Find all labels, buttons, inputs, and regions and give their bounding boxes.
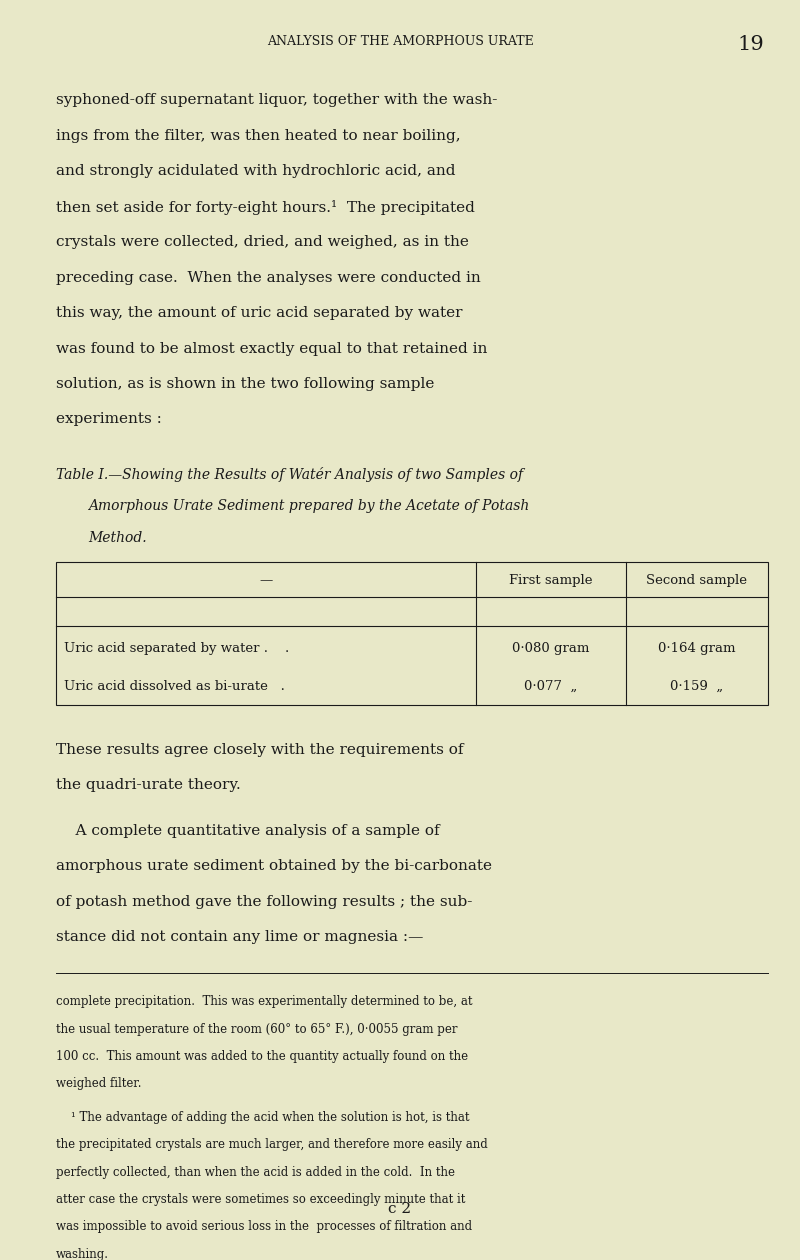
Text: Uric acid separated by water .    .: Uric acid separated by water . . <box>64 641 290 655</box>
Text: was impossible to avoid serious loss in the  processes of filtration and: was impossible to avoid serious loss in … <box>56 1221 472 1234</box>
Text: crystals were collected, dried, and weighed, as in the: crystals were collected, dried, and weig… <box>56 236 469 249</box>
Text: stance did not contain any lime or magnesia :—: stance did not contain any lime or magne… <box>56 930 423 944</box>
Text: washing.: washing. <box>56 1247 109 1260</box>
Text: the usual temperature of the room (60° to 65° F.), 0·0055 gram per: the usual temperature of the room (60° t… <box>56 1023 458 1036</box>
Text: Method.: Method. <box>88 532 146 546</box>
Text: 0·080 gram: 0·080 gram <box>512 641 590 655</box>
Text: was found to be almost exactly equal to that retained in: was found to be almost exactly equal to … <box>56 341 487 355</box>
Text: Uric acid dissolved as bi-urate   .: Uric acid dissolved as bi-urate . <box>64 680 285 693</box>
Text: amorphous urate sediment obtained by the bi-carbonate: amorphous urate sediment obtained by the… <box>56 859 492 873</box>
Text: ¹ The advantage of adding the acid when the solution is hot, is that: ¹ The advantage of adding the acid when … <box>56 1111 470 1124</box>
Text: the precipitated crystals are much larger, and therefore more easily and: the precipitated crystals are much large… <box>56 1138 488 1152</box>
Text: 0·159  „: 0·159 „ <box>670 680 723 693</box>
Text: First sample: First sample <box>509 575 593 587</box>
Text: of potash method gave the following results ; the sub-: of potash method gave the following resu… <box>56 895 472 908</box>
Text: Amorphous Urate Sediment prepared by the Acetate of Potash: Amorphous Urate Sediment prepared by the… <box>88 499 530 513</box>
Bar <box>56 562 768 706</box>
Text: the quadri-urate theory.: the quadri-urate theory. <box>56 779 241 793</box>
Text: complete precipitation.  This was experimentally determined to be, at: complete precipitation. This was experim… <box>56 995 473 1008</box>
Text: then set aside for forty-eight hours.¹  The precipitated: then set aside for forty-eight hours.¹ T… <box>56 199 475 214</box>
Text: atter case the crystals were sometimes so exceedingly minute that it: atter case the crystals were sometimes s… <box>56 1193 466 1206</box>
Text: 100 cc.  This amount was added to the quantity actually found on the: 100 cc. This amount was added to the qua… <box>56 1050 468 1063</box>
Text: c 2: c 2 <box>389 1202 411 1216</box>
Text: this way, the amount of uric acid separated by water: this way, the amount of uric acid separa… <box>56 306 462 320</box>
Text: weighed filter.: weighed filter. <box>56 1077 142 1090</box>
Text: ings from the filter, was then heated to near boiling,: ings from the filter, was then heated to… <box>56 129 461 142</box>
Text: solution, as is shown in the two following sample: solution, as is shown in the two followi… <box>56 377 434 391</box>
Text: These results agree closely with the requirements of: These results agree closely with the req… <box>56 742 463 757</box>
Text: A complete quantitative analysis of a sample of: A complete quantitative analysis of a sa… <box>56 824 440 838</box>
Text: and strongly acidulated with hydrochloric acid, and: and strongly acidulated with hydrochlori… <box>56 164 455 178</box>
Text: 19: 19 <box>738 35 764 54</box>
Text: perfectly collected, than when the acid is added in the cold.  In the: perfectly collected, than when the acid … <box>56 1166 455 1178</box>
Text: experiments :: experiments : <box>56 412 162 426</box>
Text: preceding case.  When the analyses were conducted in: preceding case. When the analyses were c… <box>56 271 481 285</box>
Text: ANALYSIS OF THE AMORPHOUS URATE: ANALYSIS OF THE AMORPHOUS URATE <box>266 35 534 48</box>
Text: 0·164 gram: 0·164 gram <box>658 641 735 655</box>
Text: 0·077  „: 0·077 „ <box>524 680 578 693</box>
Text: syphoned-off supernatant liquor, together with the wash-: syphoned-off supernatant liquor, togethe… <box>56 93 498 107</box>
Text: Table I.—Showing the Results of Watér Analysis of two Samples of: Table I.—Showing the Results of Watér An… <box>56 466 523 481</box>
Text: Second sample: Second sample <box>646 575 747 587</box>
Text: —: — <box>259 575 273 587</box>
